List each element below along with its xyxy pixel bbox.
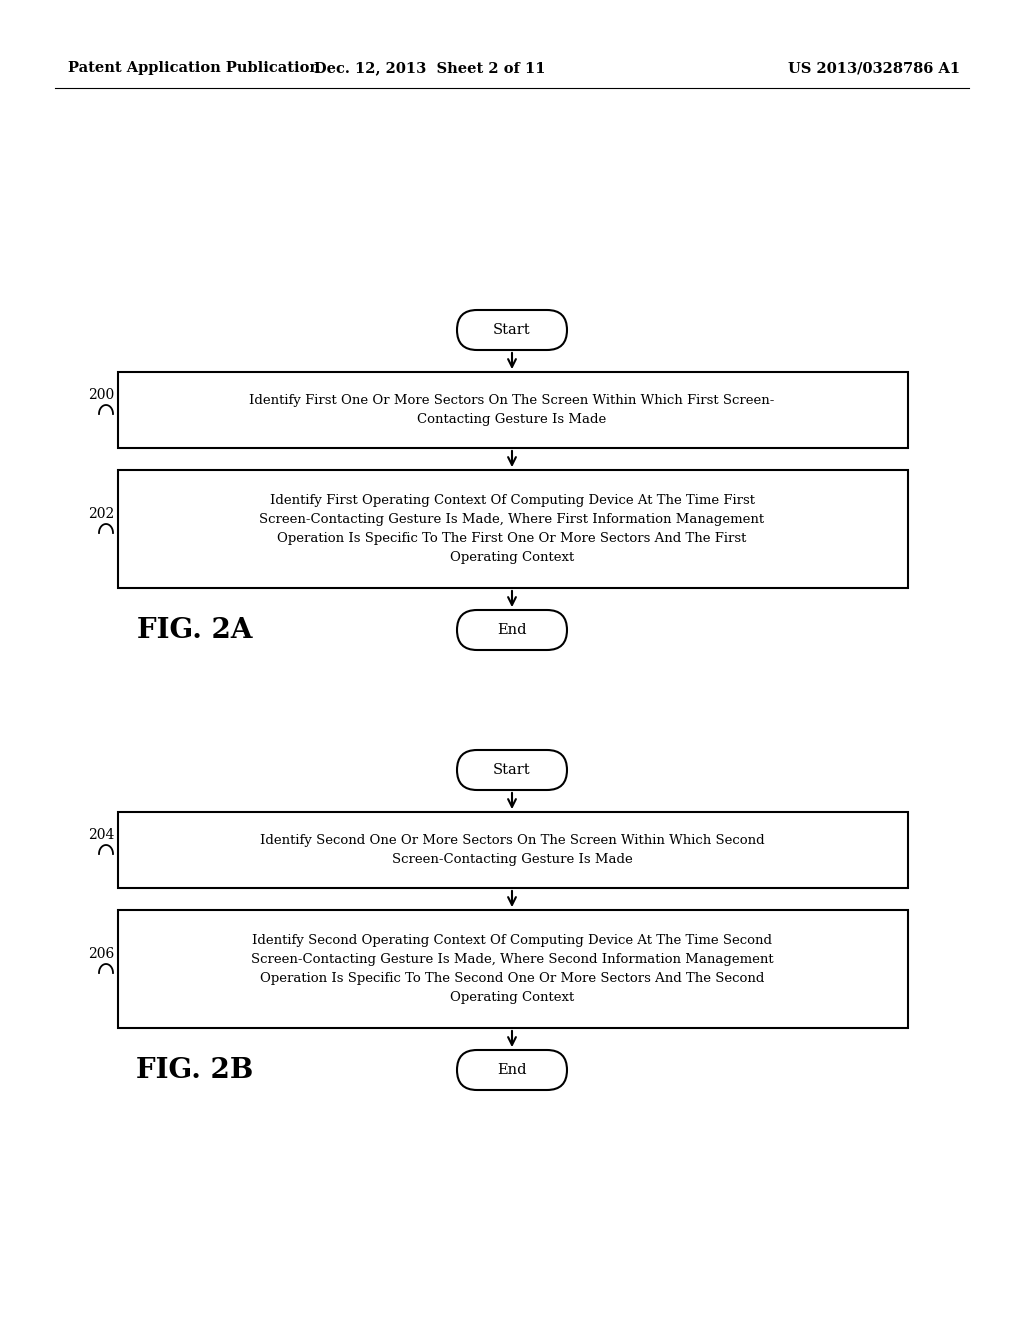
- Text: 200: 200: [88, 388, 114, 403]
- Bar: [118, 812, 908, 888]
- Text: 204: 204: [88, 828, 114, 842]
- FancyBboxPatch shape: [457, 750, 567, 789]
- Text: 202: 202: [88, 507, 114, 521]
- Bar: [118, 372, 908, 447]
- Text: Identify Second Operating Context Of Computing Device At The Time Second
Screen-: Identify Second Operating Context Of Com…: [251, 935, 773, 1005]
- FancyBboxPatch shape: [457, 1049, 567, 1090]
- Text: End: End: [498, 623, 526, 638]
- Text: Start: Start: [494, 323, 530, 337]
- Text: Patent Application Publication: Patent Application Publication: [68, 61, 319, 75]
- FancyBboxPatch shape: [457, 610, 567, 649]
- Text: FIG. 2B: FIG. 2B: [136, 1056, 254, 1084]
- Text: Start: Start: [494, 763, 530, 777]
- Text: Identify First One Or More Sectors On The Screen Within Which First Screen-
Cont: Identify First One Or More Sectors On Th…: [249, 393, 775, 426]
- Bar: [118, 909, 908, 1028]
- Text: End: End: [498, 1063, 526, 1077]
- Text: 206: 206: [88, 946, 114, 961]
- Text: FIG. 2A: FIG. 2A: [137, 616, 253, 644]
- Text: Dec. 12, 2013  Sheet 2 of 11: Dec. 12, 2013 Sheet 2 of 11: [314, 61, 546, 75]
- FancyBboxPatch shape: [457, 310, 567, 350]
- Bar: [118, 470, 908, 587]
- Text: Identify First Operating Context Of Computing Device At The Time First
Screen-Co: Identify First Operating Context Of Comp…: [259, 494, 765, 564]
- Text: US 2013/0328786 A1: US 2013/0328786 A1: [787, 61, 961, 75]
- Text: Identify Second One Or More Sectors On The Screen Within Which Second
Screen-Con: Identify Second One Or More Sectors On T…: [260, 834, 764, 866]
